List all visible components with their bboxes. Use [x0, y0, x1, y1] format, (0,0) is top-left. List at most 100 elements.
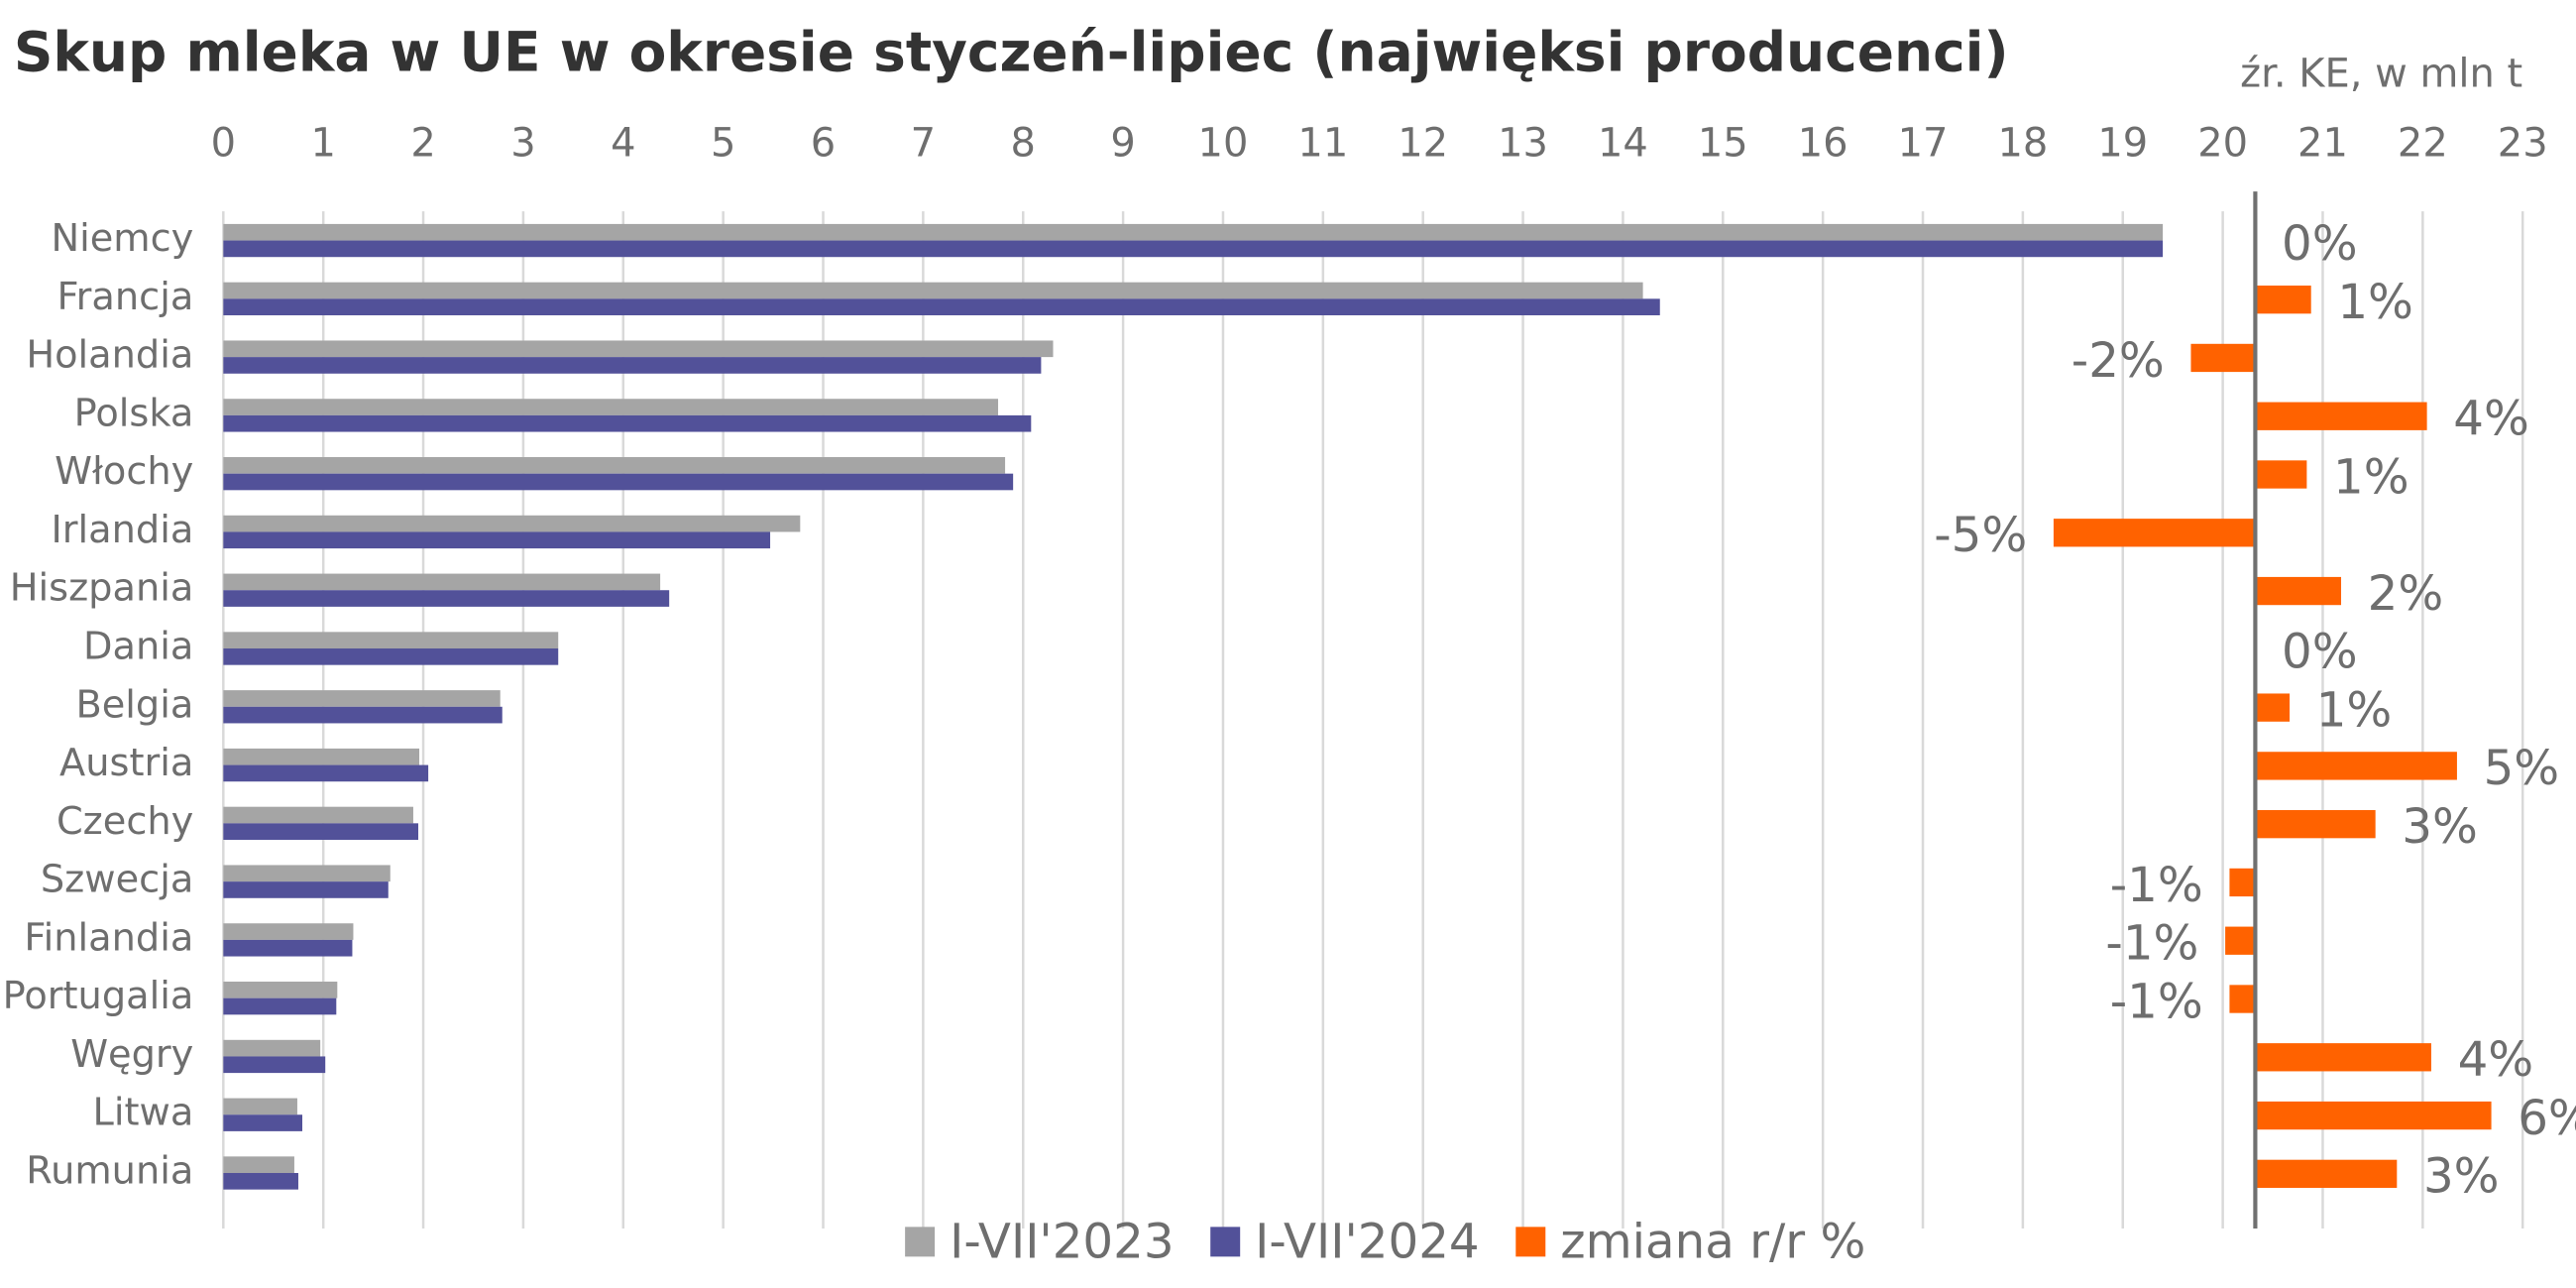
- y-tick-label: Austria: [59, 741, 193, 785]
- y-tick-label: Dania: [83, 625, 193, 669]
- value-label: 5%: [2484, 741, 2560, 796]
- x-tick-label: 0: [211, 121, 236, 167]
- bar: [223, 414, 1032, 432]
- change-bar: [2255, 810, 2376, 839]
- value-label: 3%: [2402, 799, 2478, 855]
- y-tick-label: Węgry: [70, 1032, 193, 1077]
- x-tick-label: 1: [310, 121, 335, 167]
- bar: [223, 282, 1643, 299]
- bar: [223, 1098, 297, 1115]
- bar: [223, 573, 661, 591]
- legend-swatch: [905, 1227, 936, 1257]
- bar: [223, 939, 353, 957]
- y-tick-label: Litwa: [93, 1091, 194, 1135]
- bar: [223, 764, 429, 782]
- bar: [223, 706, 503, 724]
- change-bar: [2229, 985, 2256, 1013]
- bar: [223, 648, 559, 665]
- y-tick-label: Niemcy: [51, 216, 193, 261]
- x-tick-label: 13: [1498, 121, 1548, 167]
- x-tick-label: 17: [1898, 121, 1949, 167]
- y-tick-label: Francja: [56, 275, 193, 319]
- y-tick-label: Belgia: [75, 682, 193, 727]
- bar: [223, 881, 389, 898]
- bar: [223, 823, 419, 840]
- bar: [223, 1039, 321, 1057]
- x-tick-label: 2: [410, 121, 435, 167]
- x-tick-label: 4: [611, 121, 635, 167]
- bar: [223, 923, 354, 940]
- x-tick-label: 3: [510, 121, 535, 167]
- change-bar: [2225, 926, 2256, 955]
- change-bar: [2255, 576, 2342, 606]
- y-tick-label: Włochy: [55, 449, 193, 494]
- change-bar: [2255, 460, 2307, 489]
- bar: [223, 806, 413, 824]
- x-tick-label: 16: [1798, 121, 1848, 167]
- y-tick-label: Rumunia: [26, 1149, 193, 1194]
- value-label: 6%: [2518, 1091, 2576, 1146]
- value-label: 1%: [2316, 682, 2393, 738]
- change-bar: [2053, 519, 2256, 547]
- bar: [223, 1156, 294, 1174]
- bar: [223, 690, 501, 707]
- chart-title: Skup mleka w UE w okresie styczeń-lipiec…: [14, 21, 2009, 84]
- bar: [223, 997, 337, 1015]
- legend-label: I-VII'2024: [1255, 1215, 1479, 1270]
- bar: [223, 457, 1006, 474]
- bar: [223, 865, 391, 882]
- change-bar: [2255, 752, 2457, 780]
- chart-subtitle: źr. KE, w mln t: [2240, 52, 2522, 97]
- bar: [223, 531, 771, 549]
- change-bar: [2190, 343, 2256, 373]
- value-label: -1%: [2105, 916, 2198, 972]
- y-tick-label: Finlandia: [24, 915, 193, 960]
- bar: [223, 223, 2164, 241]
- x-tick-label: 15: [1698, 121, 1748, 167]
- value-label: 4%: [2453, 392, 2529, 447]
- value-label: 0%: [2282, 625, 2358, 680]
- value-label: -1%: [2110, 858, 2203, 913]
- x-tick-label: 12: [1398, 121, 1448, 167]
- x-tick-label: 21: [2297, 121, 2348, 167]
- x-tick-label: 23: [2498, 121, 2548, 167]
- x-tick-label: 8: [1011, 121, 1036, 167]
- bar: [223, 748, 420, 765]
- value-label: -1%: [2110, 974, 2203, 1029]
- x-tick-label: 19: [2097, 121, 2148, 167]
- bar: [223, 515, 801, 532]
- x-tick-label: 9: [1110, 121, 1135, 167]
- x-tick-label: 5: [711, 121, 735, 167]
- change-bar: [2255, 402, 2427, 430]
- bar: [223, 399, 999, 415]
- y-tick-label: Szwecja: [41, 858, 193, 902]
- x-tick-label: 10: [1198, 121, 1249, 167]
- change-bar: [2255, 1159, 2398, 1188]
- bar: [223, 1173, 298, 1190]
- y-tick-label: Irlandia: [52, 508, 194, 552]
- x-tick-label: 14: [1598, 121, 1648, 167]
- x-tick-label: 11: [1297, 121, 1348, 167]
- value-label: 1%: [2337, 275, 2413, 330]
- legend-label: zmiana r/r %: [1560, 1215, 1865, 1270]
- x-tick-label: 22: [2398, 121, 2448, 167]
- value-label: 1%: [2333, 449, 2409, 505]
- value-label: 0%: [2282, 216, 2358, 272]
- y-tick-label: Polska: [74, 391, 194, 435]
- y-tick-label: Czechy: [56, 799, 193, 844]
- value-label: -5%: [1934, 508, 2027, 563]
- bar: [223, 632, 559, 649]
- y-tick-label: Hiszpania: [10, 566, 194, 611]
- change-bar: [2255, 693, 2291, 722]
- bar: [223, 340, 1054, 358]
- bar: [223, 357, 1042, 374]
- legend-swatch: [1515, 1227, 1546, 1257]
- y-tick-label: Portugalia: [3, 974, 194, 1018]
- change-bar: [2229, 868, 2256, 897]
- x-tick-label: 7: [911, 121, 936, 167]
- x-tick-label: 18: [1997, 121, 2048, 167]
- change-bar: [2255, 1101, 2492, 1130]
- value-label: 3%: [2423, 1149, 2500, 1205]
- legend-label: I-VII'2023: [950, 1215, 1174, 1270]
